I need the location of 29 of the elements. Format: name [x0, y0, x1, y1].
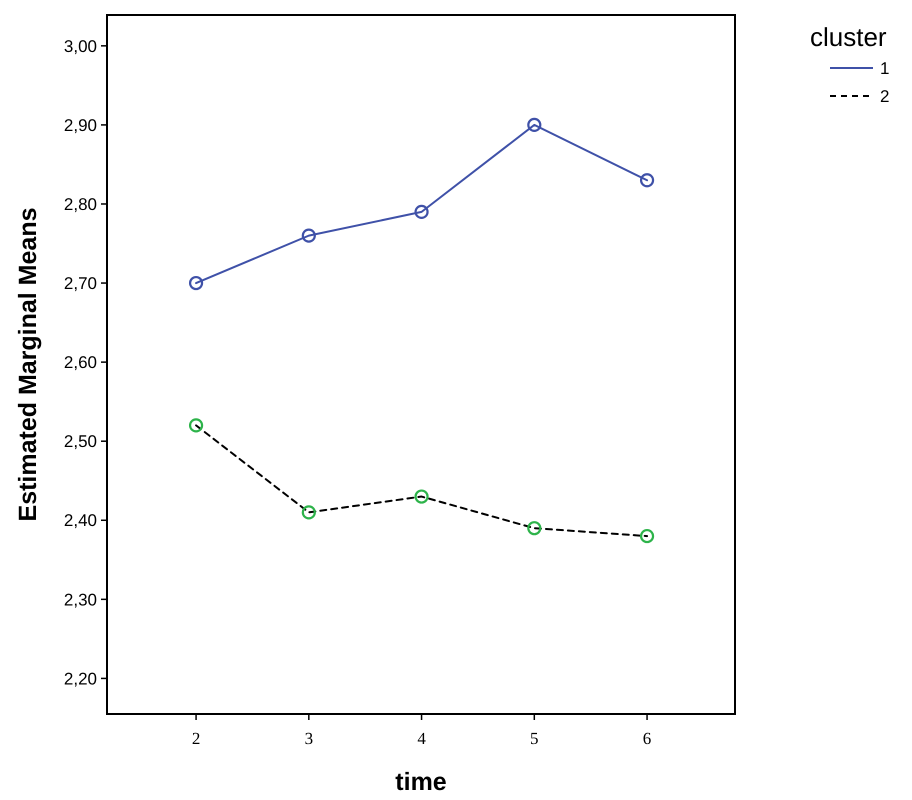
x-tick-label: 5	[530, 729, 539, 748]
y-axis-title: Estimated Marginal Means	[14, 208, 42, 522]
y-tick-label: 2,40	[64, 511, 97, 530]
y-tick-label: 2,70	[64, 274, 97, 294]
x-tick-label: 3	[304, 729, 314, 748]
point	[302, 505, 316, 520]
point	[527, 521, 542, 536]
y-tick-label: 2,30	[64, 590, 97, 610]
x-tick-label: 6	[642, 729, 652, 748]
y-tick-label: 2,90	[64, 116, 97, 135]
point	[414, 489, 429, 504]
x-axis-title: time	[395, 768, 447, 796]
legend-label: 1	[880, 58, 890, 78]
point	[527, 118, 542, 132]
x-tick-label: 2	[192, 729, 200, 748]
legend-title: cluster	[810, 22, 887, 52]
y-tick-label: 2,80	[64, 194, 97, 214]
point	[302, 228, 316, 243]
y-tick-label: 2,50	[64, 432, 97, 452]
point	[188, 276, 204, 290]
point	[640, 173, 654, 188]
legend-label: 2	[880, 86, 890, 106]
y-tick-label: 3,00	[64, 36, 97, 56]
x-tick-label: 4	[417, 729, 426, 748]
point	[188, 418, 204, 432]
y-tick-label: 2,20	[64, 669, 97, 688]
point	[640, 528, 654, 544]
point	[414, 204, 429, 219]
y-tick-label: 2,60	[64, 353, 97, 372]
